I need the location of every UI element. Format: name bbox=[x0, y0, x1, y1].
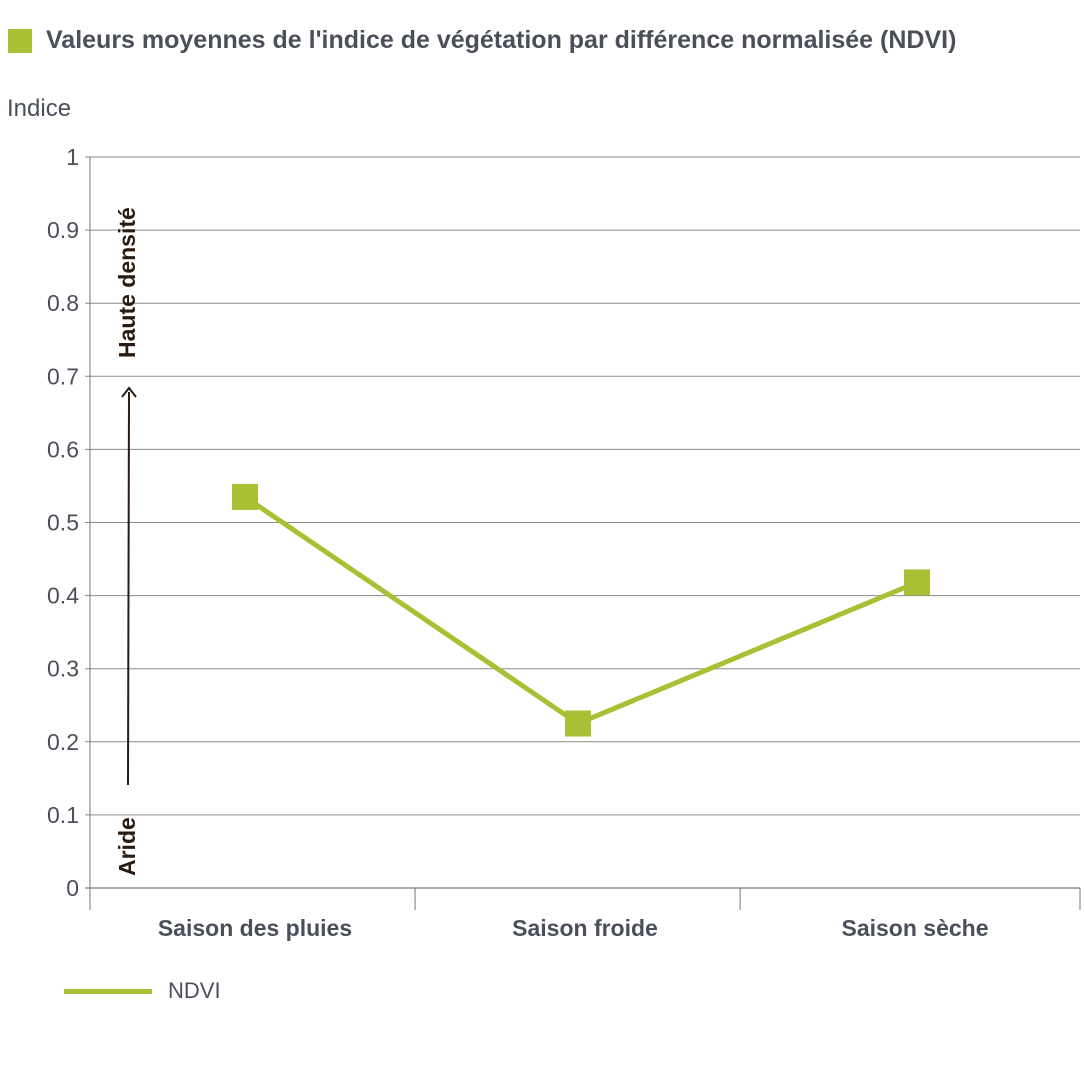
annotation-arrow bbox=[127, 391, 130, 786]
y-tick-label: 0.6 bbox=[47, 436, 79, 462]
annotation-high: Haute densité bbox=[114, 207, 140, 358]
annotation-low: Aride bbox=[114, 817, 140, 876]
y-tick-label: 0.5 bbox=[47, 510, 79, 536]
y-tick-label: 0.7 bbox=[47, 363, 79, 389]
y-tick-label: 0.4 bbox=[47, 583, 79, 609]
y-axis-label: Indice bbox=[7, 95, 72, 122]
x-tick-label: Saison froide bbox=[512, 915, 658, 941]
y-tick-label: 0.9 bbox=[47, 217, 79, 243]
data-point bbox=[232, 483, 258, 510]
arrowhead-icon bbox=[121, 386, 137, 398]
x-tick-label: Saison des pluies bbox=[158, 915, 352, 941]
title-marker-icon bbox=[8, 28, 32, 53]
chart-title-text: Valeurs moyennes de l'indice de végétati… bbox=[46, 26, 957, 54]
x-tick-label: Saison sèche bbox=[841, 915, 988, 941]
series-line bbox=[243, 494, 918, 727]
y-tick-label: 0 bbox=[66, 875, 79, 901]
y-tick-label: 0.1 bbox=[47, 802, 79, 828]
legend: NDVI bbox=[64, 978, 221, 1004]
legend-label: NDVI bbox=[168, 978, 221, 1003]
legend-line-icon bbox=[64, 988, 152, 994]
y-tick-label: 0.2 bbox=[47, 729, 79, 755]
data-point bbox=[565, 710, 591, 737]
y-tick-label: 0.8 bbox=[47, 290, 79, 316]
data-point bbox=[904, 569, 930, 596]
chart-title: Valeurs moyennes de l'indice de végétati… bbox=[8, 26, 956, 55]
y-tick-label: 1 bbox=[66, 144, 79, 170]
y-tick-label: 0.3 bbox=[47, 656, 79, 682]
